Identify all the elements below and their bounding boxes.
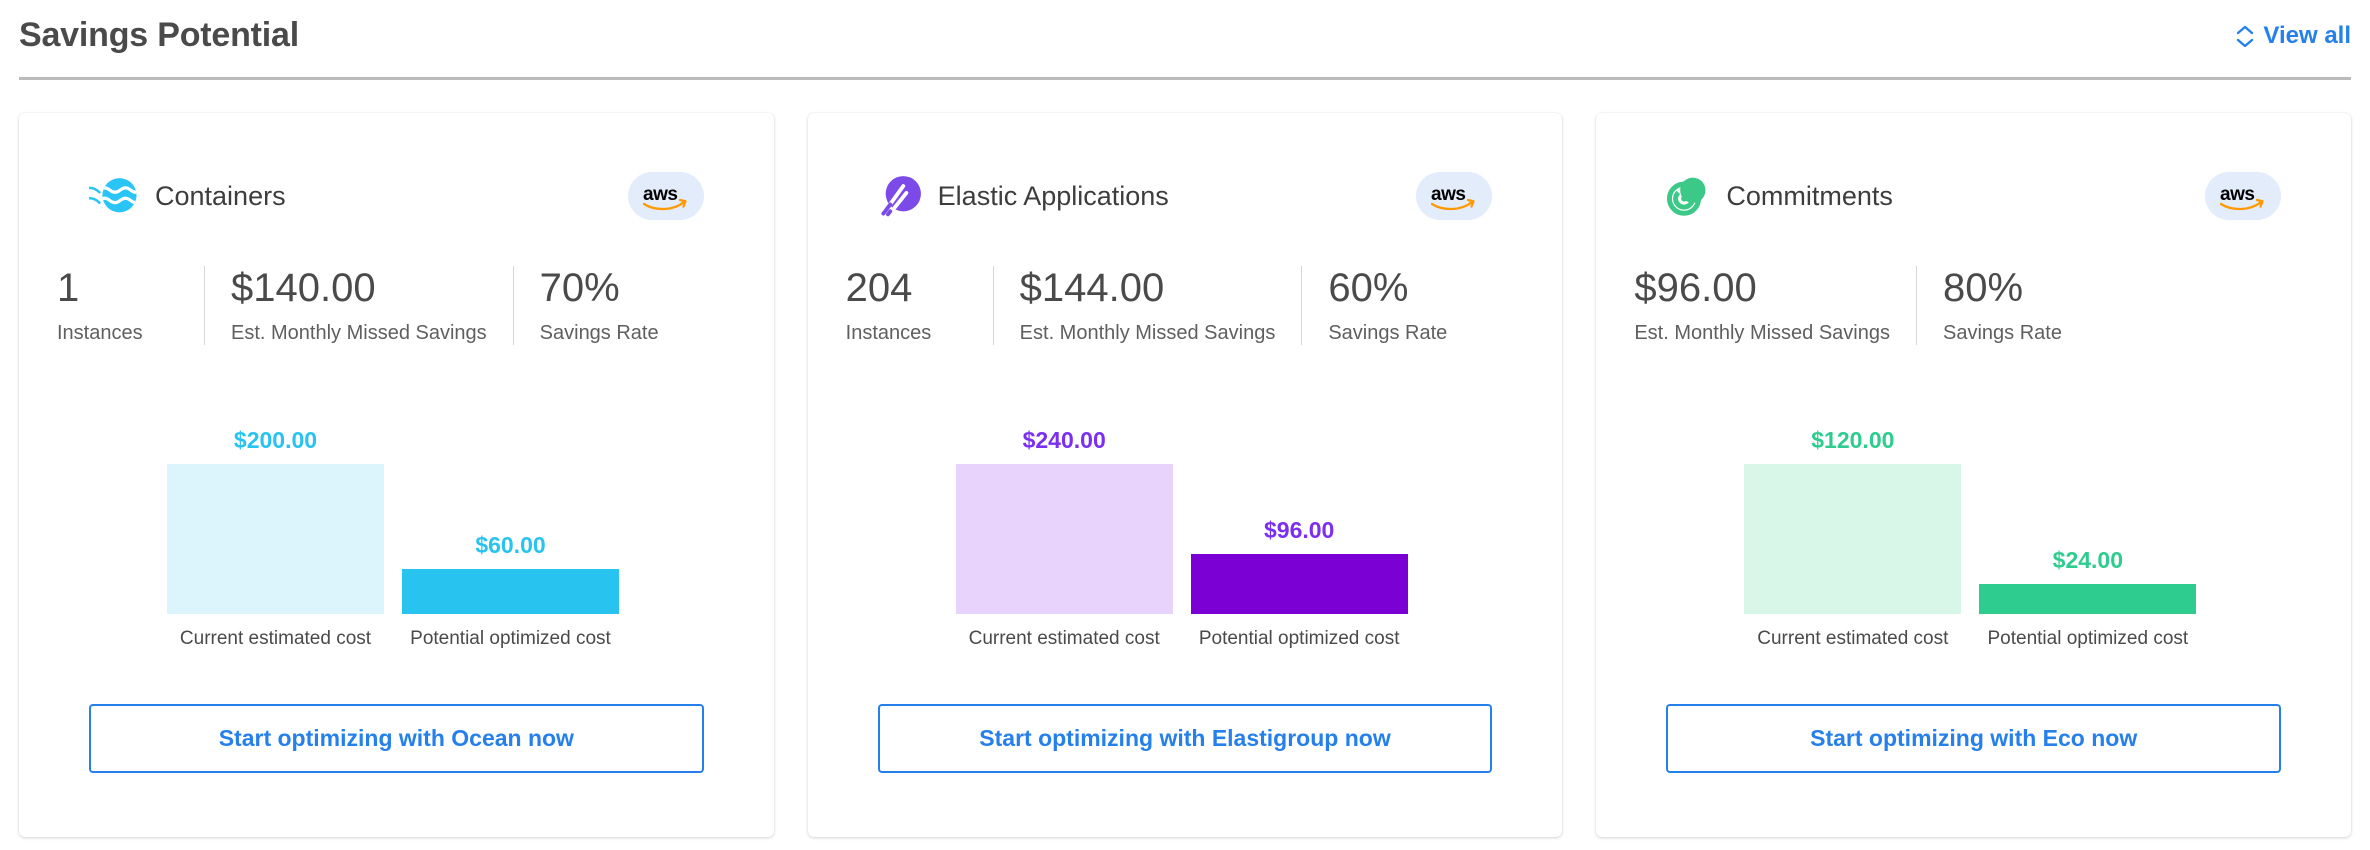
svg-text:aws: aws: [1431, 184, 1465, 205]
svg-text:aws: aws: [2220, 184, 2254, 205]
svg-text:aws: aws: [643, 184, 677, 205]
